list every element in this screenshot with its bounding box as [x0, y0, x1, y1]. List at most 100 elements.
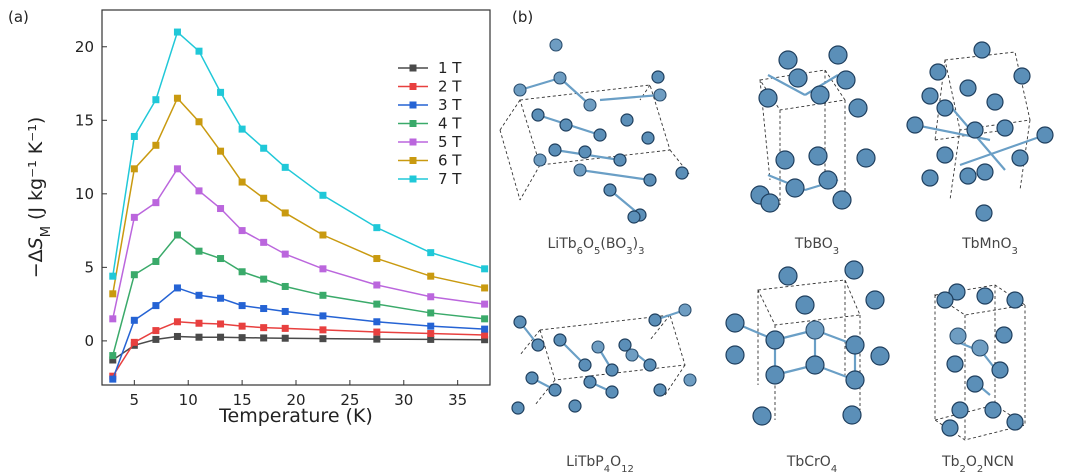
data-point: [238, 302, 246, 310]
crystal-label-4: LiTbP4O12: [566, 454, 634, 475]
data-point: [130, 213, 138, 221]
data-point: [195, 319, 203, 327]
structure-tb2o2ncn: Tb2O2NCN: [933, 283, 1027, 475]
unit-cell: [519, 314, 686, 406]
series-line-2t: [112, 321, 485, 377]
data-point: [238, 178, 246, 186]
data-point: [281, 163, 289, 171]
data-point: [109, 290, 117, 298]
data-point: [195, 47, 203, 55]
legend-label: 5 T: [438, 133, 462, 151]
data-point: [238, 334, 246, 342]
x-tick-label: 15: [233, 391, 252, 409]
y-tick-label: 10: [75, 185, 94, 203]
data-point: [319, 326, 327, 334]
data-point: [152, 141, 160, 149]
data-point: [109, 352, 117, 360]
panel-a-label: (a): [8, 8, 29, 26]
data-point: [481, 325, 489, 333]
data-point: [373, 318, 381, 326]
data-point: [173, 94, 181, 102]
legend-label: 2 T: [438, 78, 462, 96]
unit-cell: [934, 51, 1031, 201]
data-point: [130, 132, 138, 140]
data-point: [373, 281, 381, 289]
y-tick-label: 15: [75, 111, 94, 129]
data-point: [373, 224, 381, 232]
data-point: [481, 331, 489, 339]
data-point: [481, 336, 489, 344]
data-point: [173, 165, 181, 173]
data-point: [152, 335, 160, 343]
data-point: [260, 194, 268, 202]
data-point: [319, 335, 327, 343]
data-point: [427, 309, 435, 317]
data-point: [260, 144, 268, 152]
data-point: [217, 205, 225, 213]
data-point: [427, 249, 435, 257]
data-point: [427, 272, 435, 280]
data-point: [427, 330, 435, 338]
data-point: [217, 320, 225, 328]
data-point: [217, 255, 225, 263]
data-point: [373, 300, 381, 308]
x-tick-label: 30: [394, 391, 413, 409]
legend-label: 6 T: [438, 152, 462, 170]
data-point: [173, 332, 181, 340]
data-point: [152, 96, 160, 104]
x-tick-label: 25: [340, 391, 359, 409]
legend-marker: [409, 83, 417, 90]
legend-marker: [409, 64, 417, 72]
series-line-7t: [112, 30, 485, 277]
unit-cell: [933, 284, 1027, 441]
data-point: [373, 328, 381, 336]
data-point: [373, 335, 381, 343]
data-point: [109, 315, 117, 323]
data-point: [319, 312, 327, 320]
legend-label: 4 T: [438, 115, 462, 133]
legend-marker: [409, 175, 417, 183]
unit-cell: [499, 84, 691, 201]
data-point: [260, 238, 268, 246]
data-point: [173, 284, 181, 292]
structure-litb6o5bo33: LiTb6O5(BO3)3: [499, 38, 691, 257]
legend-label: 7 T: [438, 170, 462, 188]
y-tick-label: 5: [84, 258, 94, 276]
structure-litbp4o12: LiTbP4O12: [511, 303, 697, 475]
crystal-label-5: TbCrO4: [786, 454, 837, 475]
data-point: [195, 291, 203, 299]
data-point: [481, 300, 489, 308]
data-point: [260, 275, 268, 283]
data-point: [238, 268, 246, 276]
structure-tbcro4: TbCrO4: [725, 260, 890, 475]
data-point: [481, 265, 489, 273]
data-point: [281, 307, 289, 315]
data-point: [238, 322, 246, 330]
crystal-label-1: LiTb6O5(BO3)3: [548, 236, 645, 257]
data-point: [427, 293, 435, 301]
data-point: [238, 125, 246, 133]
legend-label: 3 T: [438, 96, 462, 114]
structure-tbbo3: TbBO3: [750, 45, 876, 257]
data-point: [130, 271, 138, 279]
data-point: [217, 333, 225, 341]
x-tick-label: 20: [286, 391, 305, 409]
data-point: [373, 255, 381, 263]
data-point: [281, 324, 289, 332]
legend-marker: [409, 120, 417, 127]
data-point: [173, 318, 181, 326]
data-point: [130, 338, 138, 346]
data-point: [427, 335, 435, 343]
legend-marker: [409, 101, 417, 109]
data-point: [109, 375, 117, 383]
data-point: [260, 324, 268, 332]
legend-label: 1 T: [438, 59, 462, 77]
data-point: [260, 305, 268, 313]
data-point: [217, 294, 225, 302]
data-point: [195, 187, 203, 195]
x-tick-label: 35: [448, 391, 467, 409]
data-point: [481, 315, 489, 323]
legend-marker: [409, 138, 417, 146]
